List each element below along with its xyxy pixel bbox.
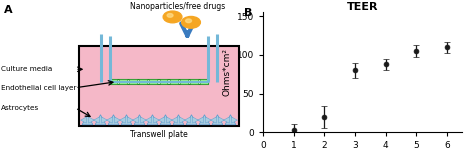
Polygon shape	[159, 117, 164, 123]
Bar	[119, 79, 127, 84]
Polygon shape	[147, 115, 158, 125]
Polygon shape	[193, 117, 199, 123]
Polygon shape	[141, 117, 146, 123]
Bar	[149, 79, 157, 84]
Polygon shape	[81, 117, 86, 123]
Polygon shape	[180, 117, 185, 123]
Polygon shape	[93, 117, 99, 123]
Bar	[139, 79, 147, 84]
Polygon shape	[108, 115, 119, 125]
Circle shape	[182, 16, 201, 28]
Text: B: B	[244, 8, 253, 18]
Polygon shape	[224, 117, 229, 123]
Bar	[79, 46, 239, 126]
Polygon shape	[95, 115, 106, 125]
Polygon shape	[107, 117, 112, 123]
Text: Astrocytes: Astrocytes	[1, 105, 39, 111]
Polygon shape	[128, 117, 133, 123]
Polygon shape	[82, 115, 93, 125]
Polygon shape	[232, 117, 237, 123]
Text: Endothelial cell layer: Endothelial cell layer	[1, 85, 77, 91]
Circle shape	[167, 14, 173, 17]
Bar	[180, 79, 188, 84]
Polygon shape	[198, 117, 203, 123]
Bar	[129, 79, 137, 84]
Text: Culture media: Culture media	[1, 66, 53, 72]
Bar	[160, 79, 167, 84]
Polygon shape	[210, 117, 216, 123]
Polygon shape	[102, 117, 108, 123]
Polygon shape	[173, 115, 184, 125]
Polygon shape	[134, 115, 145, 125]
Bar	[109, 79, 117, 84]
Bar	[109, 79, 208, 84]
Polygon shape	[219, 117, 224, 123]
Polygon shape	[184, 117, 190, 123]
Polygon shape	[167, 117, 173, 123]
Circle shape	[186, 19, 191, 23]
Polygon shape	[186, 115, 197, 125]
Polygon shape	[225, 115, 236, 125]
Polygon shape	[115, 117, 120, 123]
Bar	[200, 79, 208, 84]
Polygon shape	[199, 115, 210, 125]
Polygon shape	[146, 117, 151, 123]
Bar	[170, 79, 178, 84]
Circle shape	[163, 11, 182, 23]
Polygon shape	[154, 117, 159, 123]
Text: Nanoparticles/free drugs: Nanoparticles/free drugs	[130, 2, 225, 11]
Polygon shape	[160, 115, 171, 125]
Bar	[79, 46, 239, 126]
Polygon shape	[119, 117, 125, 123]
Text: Transwell plate: Transwell plate	[130, 130, 188, 139]
Polygon shape	[89, 117, 94, 123]
Polygon shape	[172, 117, 177, 123]
Text: A: A	[4, 5, 12, 15]
Polygon shape	[133, 117, 138, 123]
Y-axis label: Ohms*cm²: Ohms*cm²	[222, 48, 231, 96]
Polygon shape	[121, 115, 132, 125]
Bar	[190, 79, 198, 84]
Polygon shape	[212, 115, 223, 125]
Title: TEER: TEER	[347, 2, 378, 12]
Polygon shape	[206, 117, 211, 123]
